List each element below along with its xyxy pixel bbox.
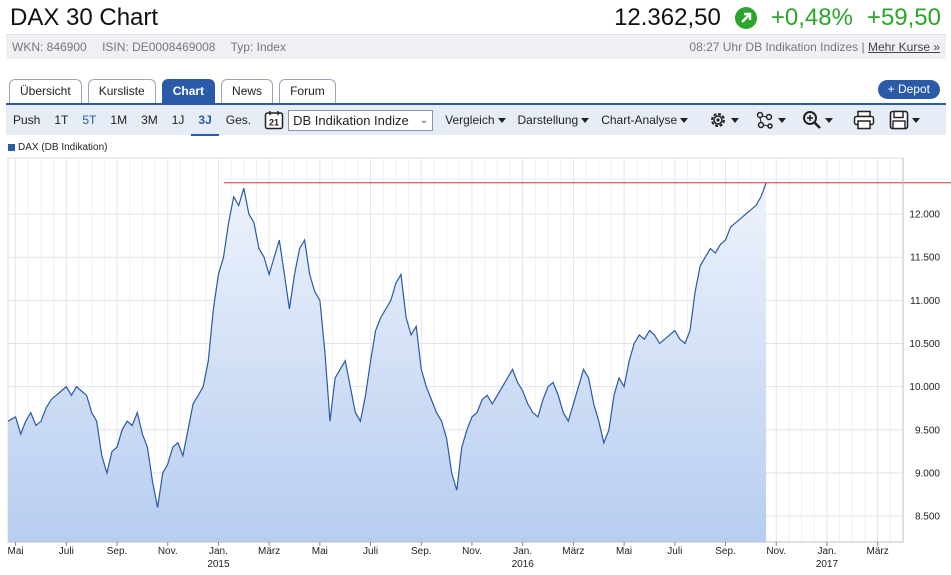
x-tick-label: Jan. [513,546,532,557]
calendar-icon[interactable]: 21 [264,110,284,130]
print-button[interactable] [853,110,875,130]
menu-display[interactable]: Darstellung [518,113,590,127]
zoom-icon [803,111,822,129]
y-tick-label: 8.500 [915,512,940,523]
dropdown-arrow-icon [731,117,740,123]
wkn: WKN: 846900 [12,40,87,54]
x-tick-label: Mai [616,546,632,557]
y-tick-label: 10.000 [909,382,940,393]
period-5d[interactable]: 5T [82,113,97,127]
x-tick-label: Sep. [411,546,432,557]
last-price: 12.362,50 [614,4,721,31]
chevron-down-icon: ⌄ [419,114,429,126]
dax-series [7,182,951,542]
calendar-day: 21 [269,118,279,128]
dropdown-arrow-icon [778,117,787,123]
arrow-up-icon [734,7,757,29]
x-tick-label: März [867,546,889,557]
tab-forum[interactable]: Forum [279,79,336,103]
tab-bar: Übersicht Kursliste Chart News Forum [9,79,336,103]
more-quotes-link[interactable]: Mehr Kurse » [867,40,940,54]
info-bar: WKN: 846900 ISIN: DE0008469008 Typ: Inde… [6,34,946,59]
change-percent: +0,48% [770,4,853,31]
indicators-menu[interactable] [755,110,787,130]
separator: | [861,40,865,54]
x-tick-label: Sep. [107,546,128,557]
quote-source: 08:27 Uhr DB Indikation Indizes | Mehr K… [689,40,940,54]
x-tick-label: Jan. [209,546,228,557]
menu-compare-label: Vergleich [445,113,495,127]
x-tick-label: Jan. [817,546,836,557]
series-area [8,182,767,542]
print-icon [853,110,875,130]
series-line [7,182,767,508]
save-menu[interactable] [889,110,921,130]
zoom-menu[interactable] [802,110,834,130]
menu-compare[interactable]: Vergleich [445,113,506,127]
menu-chart-analysis-label: Chart-Analyse [601,113,678,127]
y-tick-label: 9.500 [915,425,940,436]
dropdown-arrow-icon [912,117,921,123]
x-tick-label: März [562,546,584,557]
timestamp: 08:27 Uhr DB Indikation Indizes [689,40,859,54]
quote-block: 12.362,50 +0,48% +59,50 [614,4,941,32]
legend-label: DAX (DB Indikation) [18,142,108,153]
chart-toolbar: Push 1T 5T 1M 3M 1J 3J Ges. 21 DB Indika… [6,103,946,136]
tab-news[interactable]: News [221,79,274,103]
period-1d[interactable]: 1T [54,113,69,127]
x-tick-label: Nov. [462,546,482,557]
tab-overview[interactable]: Übersicht [9,79,82,103]
period-3y[interactable]: 3J [191,104,219,136]
quote-source-select[interactable]: DB Indikation Indize ⌄ [288,109,434,131]
x-tick-label: Mai [8,546,24,557]
x-year-label: 2015 [207,559,230,570]
save-icon [889,110,909,130]
tab-price-list[interactable]: Kursliste [87,79,156,103]
menu-chart-analysis[interactable]: Chart-Analyse [601,113,689,127]
x-year-label: 2017 [816,559,839,570]
gear-icon [711,113,726,127]
x-tick-label: Nov. [766,546,786,557]
dropdown-arrow-icon [581,117,590,123]
x-tick-label: Juli [363,546,378,557]
x-year-label: 2016 [512,559,535,570]
page-title: DAX 30 Chart [10,4,159,31]
add-to-depot-button[interactable]: + Depot [877,80,940,99]
identifiers: WKN: 846900 ISIN: DE0008469008 Typ: Inde… [12,40,298,54]
menu-display-label: Darstellung [517,113,579,127]
y-tick-label: 10.500 [909,339,940,350]
dropdown-arrow-icon [680,117,689,123]
network-icon [756,111,773,129]
settings-menu[interactable] [708,110,740,130]
change-absolute: +59,50 [866,4,941,31]
period-1y[interactable]: 1J [171,113,185,127]
instrument-type: Typ: Index [230,40,286,54]
x-tick-label: März [258,546,280,557]
period-3m[interactable]: 3M [141,113,158,127]
dropdown-arrow-icon [497,117,506,123]
isin: ISIN: DE0008469008 [102,40,216,54]
y-tick-label: 11.000 [910,296,940,307]
period-1m[interactable]: 1M [110,113,128,127]
y-tick-label: 9.000 [915,468,940,479]
price-chart[interactable]: 12.000 11.500 11.000 10.500 10.000 9.500 9.000… [0,155,951,575]
x-tick-label: Juli [667,546,682,557]
dropdown-arrow-icon [825,117,834,123]
quote-source-value: DB Indikation Indize [293,112,409,128]
y-tick-label: 11.500 [910,253,940,264]
x-axis: Mai Juli Sep. Nov. Jan. 2015 März Mai Juli Sep. No… [8,541,903,570]
legend-swatch [8,144,15,151]
y-axis: 12.000 11.500 11.000 10.500 10.000 9.500 9.000… [902,158,940,542]
x-tick-label: Juli [59,546,74,557]
x-tick-label: Nov. [158,546,178,557]
y-tick-label: 12.000 [909,210,940,221]
x-tick-label: Mai [312,546,328,557]
tab-chart[interactable]: Chart [161,79,216,103]
chart-legend: DAX (DB Indikation) [8,142,107,153]
period-push[interactable]: Push [13,113,41,127]
x-tick-label: Sep. [715,546,736,557]
period-all[interactable]: Ges. [225,113,252,127]
